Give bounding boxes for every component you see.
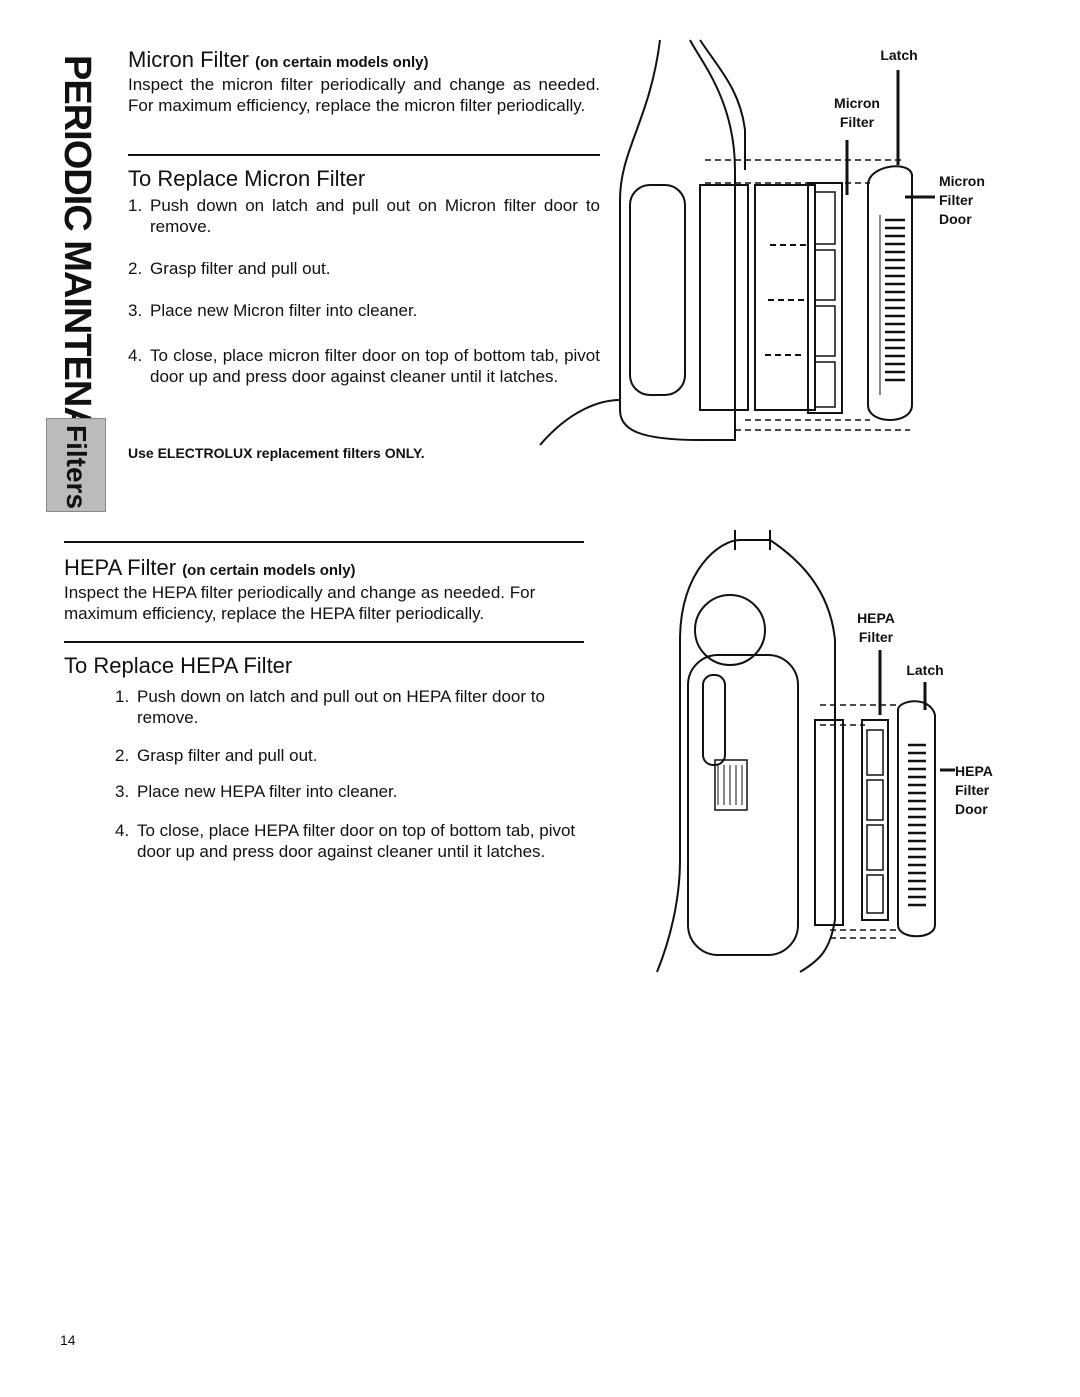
hepa-filter-label: HEPA Filter — [857, 610, 895, 645]
page-number: 14 — [60, 1332, 76, 1348]
step: 1. Push down on latch and pull out on Mic… — [128, 195, 600, 237]
hepa-heading: HEPA Filter — [64, 555, 177, 580]
step: 3. Place new Micron filter into cleaner. — [128, 300, 600, 321]
step-text: Push down on latch and pull out on HEPA … — [137, 687, 545, 727]
micron-filter-label: Micron Filter — [834, 95, 880, 130]
sidebar-tab: Filters — [46, 418, 106, 512]
micron-heading: Micron Filter — [128, 47, 250, 72]
hepa-latch-label: Latch — [906, 662, 944, 678]
micron-figure — [539, 39, 935, 446]
micron-heading-note: (on certain models only) — [255, 54, 429, 71]
hepa-heading-line: HEPA Filter (on certain models only) — [64, 555, 356, 584]
step-number: 2. — [128, 259, 143, 278]
step-text: Grasp filter and pull out. — [150, 259, 331, 278]
step-number: 4. — [128, 346, 143, 365]
micron-latch-label: Latch — [880, 47, 918, 63]
step-text: Place new HEPA filter into cleaner. — [137, 782, 398, 801]
step: 4. To close, place HEPA filter door on to… — [115, 820, 585, 862]
step-number: 1. — [128, 196, 143, 215]
step: 3. Place new HEPA filter into cleaner. — [115, 781, 585, 802]
step: 1. Push down on latch and pull out on HEP… — [115, 686, 585, 728]
hepa-replace-heading: To Replace HEPA Filter — [64, 653, 293, 678]
rule — [128, 154, 600, 156]
step: 2. Grasp filter and pull out. — [115, 745, 585, 766]
rule — [64, 641, 584, 643]
step-number: 2. — [115, 746, 130, 765]
rule — [64, 541, 584, 543]
step-text: To close, place HEPA filter door on top … — [137, 821, 576, 861]
step-text: Place new Micron filter into cleaner. — [150, 301, 418, 320]
step-number: 3. — [115, 782, 130, 801]
step-number: 1. — [115, 687, 130, 706]
micron-replace-heading: To Replace Micron Filter — [128, 166, 366, 191]
micron-intro: Inspect the micron filter periodically a… — [128, 75, 600, 115]
step: 2. Grasp filter and pull out. — [128, 258, 600, 279]
step-number: 3. — [128, 301, 143, 320]
micron-note: Use ELECTROLUX replacement filters ONLY. — [128, 445, 425, 461]
step-text: To close, place micron filter door on to… — [150, 346, 600, 386]
hepa-figure — [656, 530, 955, 973]
hepa-intro: Inspect the HEPA filter periodically and… — [64, 583, 536, 623]
step: 4. To close, place micron filter door on … — [128, 345, 600, 387]
step-number: 4. — [115, 821, 130, 840]
step-text: Push down on latch and pull out on Micro… — [150, 196, 600, 236]
illustrations — [539, 39, 955, 973]
micron-heading-line: Micron Filter (on certain models only) — [128, 47, 429, 76]
hepa-door-label: HEPA Filter Door — [955, 763, 993, 817]
micron-door-label: Micron Filter Door — [939, 173, 985, 227]
step-text: Grasp filter and pull out. — [137, 746, 318, 765]
hepa-heading-note: (on certain models only) — [182, 562, 356, 579]
